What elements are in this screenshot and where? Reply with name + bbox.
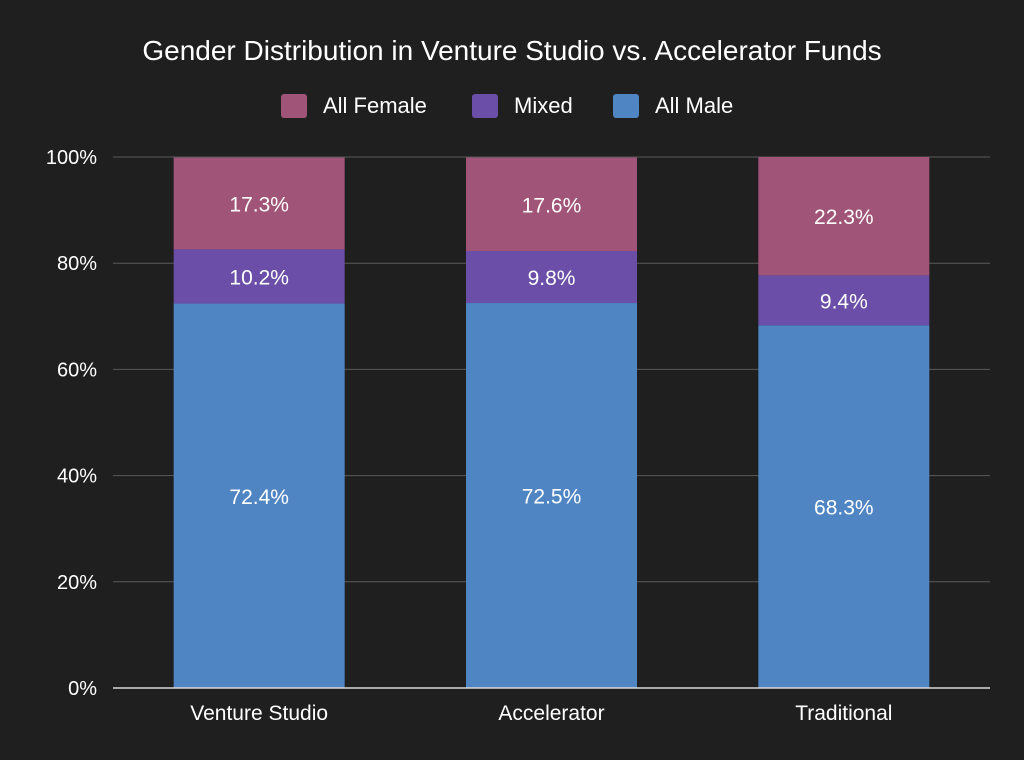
legend-swatch-all-female — [281, 94, 307, 118]
data-label-all-female-venture-studio: 17.3% — [229, 193, 289, 216]
bar-segment-all-male-traditional — [758, 325, 930, 688]
legend-label-mixed: Mixed — [514, 93, 573, 118]
bar-segment-mixed-venture-studio — [173, 249, 345, 304]
data-label-all-male-accelerator: 72.5% — [522, 486, 582, 509]
bar-segment-all-female-venture-studio — [173, 157, 345, 250]
x-axis: Venture Studio Accelerator Traditional — [113, 687, 990, 725]
bar-segment-all-female-accelerator — [466, 157, 637, 251]
y-tick-label: 40% — [57, 466, 97, 488]
x-category-label-accelerator: Accelerator — [498, 702, 604, 725]
y-axis: 0% 20% 40% 60% 80% 100% — [46, 147, 97, 700]
data-label-mixed-traditional: 9.4% — [820, 290, 868, 313]
bar-segment-all-male-venture-studio — [173, 303, 345, 688]
x-category-label-traditional: Traditional — [795, 702, 892, 725]
data-label-all-male-venture-studio: 72.4% — [229, 486, 289, 509]
data-label-all-female-traditional: 22.3% — [814, 206, 874, 229]
data-labels: 72.4% 10.2% 17.3% 72.5% 9.8% 17.6% 68.3% 9.4% 22… — [229, 193, 873, 519]
y-tick-label: 0% — [68, 678, 97, 700]
bar-segment-all-male-accelerator — [466, 303, 637, 688]
bars — [173, 157, 930, 688]
y-tick-label: 80% — [57, 253, 97, 275]
legend-swatch-mixed — [472, 94, 498, 118]
bar-segment-all-female-traditional — [758, 157, 930, 276]
data-label-all-male-traditional: 68.3% — [814, 497, 874, 520]
x-category-label-venture-studio: Venture Studio — [190, 702, 328, 725]
y-tick-label: 100% — [46, 147, 97, 169]
data-label-mixed-venture-studio: 10.2% — [229, 266, 289, 289]
legend-label-all-male: All Male — [655, 93, 733, 118]
chart-title: Gender Distribution in Venture Studio vs… — [142, 35, 881, 66]
data-label-mixed-accelerator: 9.8% — [528, 267, 576, 290]
y-tick-label: 20% — [57, 572, 97, 594]
legend-label-all-female: All Female — [323, 93, 427, 118]
y-tick-label: 60% — [57, 359, 97, 381]
legend-swatch-all-male — [613, 94, 639, 118]
data-label-all-female-accelerator: 17.6% — [522, 194, 582, 217]
bar-segment-mixed-traditional — [758, 275, 930, 326]
bar-segment-mixed-accelerator — [466, 250, 637, 304]
legend: All Female Mixed All Male — [281, 93, 733, 118]
